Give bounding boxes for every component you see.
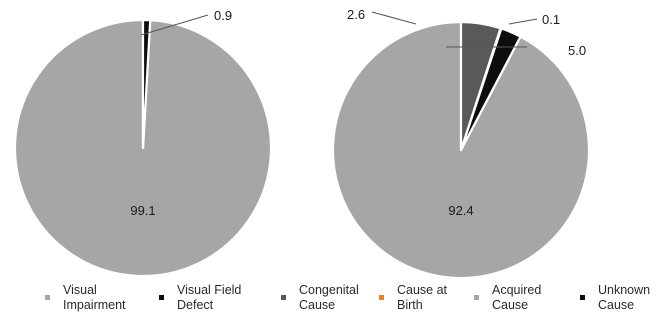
data-label: 0.9 [214, 8, 232, 23]
pie-slice-congenital-cause [459, 20, 502, 152]
legend-label: Cause at Birth [397, 283, 448, 312]
legend-item: Cause at Birth [379, 283, 447, 313]
data-label: 0.1 [542, 12, 560, 27]
pie-chart-2: 92.4 2.6 0.1 5.0 [331, 7, 591, 280]
legend: Visual Impairment Visual Field Defect Cong… [0, 283, 666, 329]
data-label: 92.4 [448, 203, 473, 218]
legend-swatch [281, 295, 286, 300]
leader-line [508, 18, 538, 25]
legend-item: Visual Impairment [45, 283, 126, 313]
leader-line [371, 11, 417, 25]
legend-swatch [379, 295, 384, 300]
data-label: 99.1 [130, 203, 155, 218]
legend-label: Visual Field Defect [177, 283, 242, 312]
pie-charts-figure: 99.1 0.9 92.4 2.6 0.1 5.0 [13, 7, 591, 280]
legend-swatch [474, 295, 479, 300]
legend-label: Acquired Cause [492, 283, 542, 312]
pie-chart-1: 99.1 0.9 [13, 8, 273, 278]
legend-item: Congenital Cause [281, 283, 359, 313]
legend-item: Visual Field Defect [159, 283, 241, 313]
leader-line [140, 14, 209, 36]
legend-label: Visual Impairment [63, 283, 126, 312]
legend-swatch [159, 295, 164, 300]
data-label: 5.0 [568, 43, 586, 58]
legend-item: Unknown Cause [580, 283, 650, 313]
pie-slice-visual-field-defect [141, 18, 152, 150]
data-label: 2.6 [347, 7, 365, 22]
legend-swatch [45, 295, 50, 300]
legend-item: Acquired Cause [474, 283, 541, 313]
legend-swatch [580, 295, 585, 300]
legend-label: Unknown Cause [598, 283, 651, 312]
legend-label: Congenital Cause [299, 283, 359, 312]
